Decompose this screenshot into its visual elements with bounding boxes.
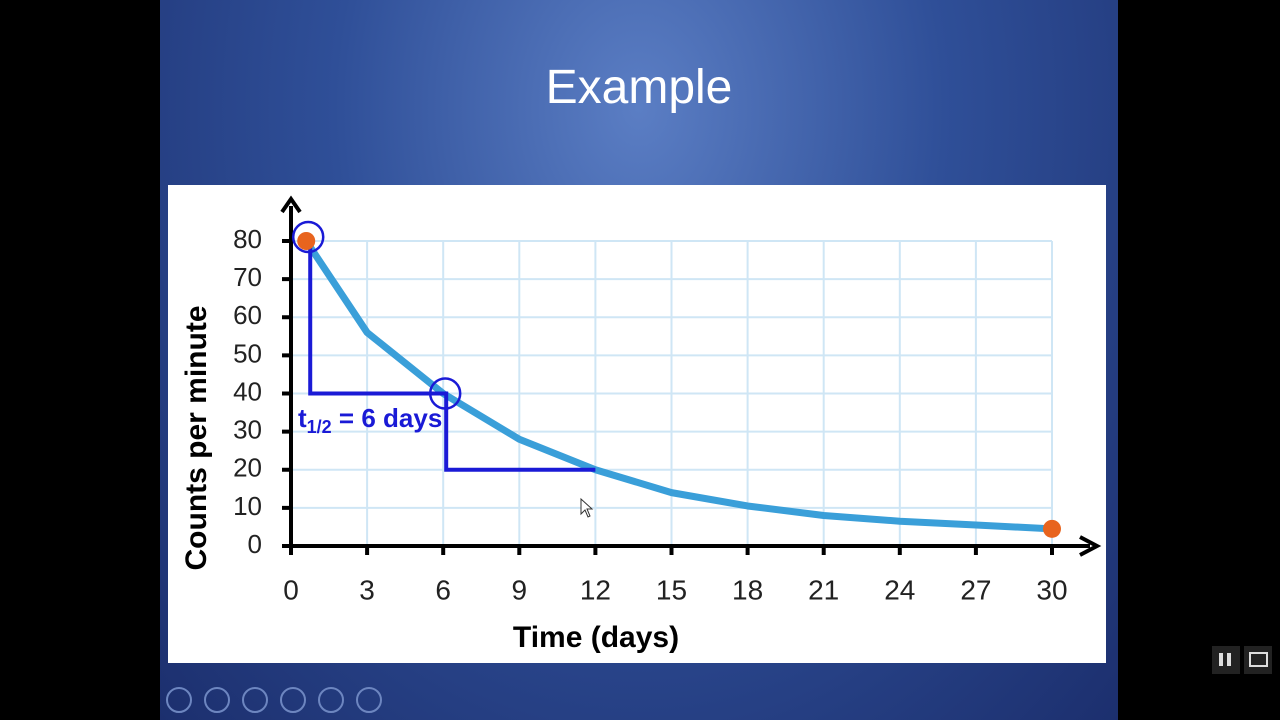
x-tick-label: 27 <box>960 574 991 605</box>
x-tick-label: 12 <box>580 574 611 605</box>
half-life-label: t1/2 = 6 days <box>298 403 442 437</box>
prev-button[interactable] <box>166 687 192 713</box>
y-tick-label: 40 <box>233 376 262 406</box>
view-controls <box>1212 646 1272 674</box>
pause-icon <box>1227 653 1231 666</box>
x-tick-label: 24 <box>884 574 915 605</box>
presenter-icon <box>1249 652 1268 667</box>
x-axis-label: Time (days) <box>513 621 679 654</box>
point-marker <box>297 232 316 250</box>
slide-title: Example <box>545 61 733 114</box>
y-tick-label: 50 <box>233 338 262 368</box>
y-tick-label: 70 <box>233 262 262 292</box>
half-life-sub: 1/2 <box>307 417 332 437</box>
x-tick-label: 9 <box>512 574 528 605</box>
next-button[interactable] <box>204 687 230 713</box>
x-tick-label: 30 <box>1036 574 1067 605</box>
x-tick-label: 15 <box>656 574 687 605</box>
pause-button[interactable] <box>1212 646 1240 674</box>
data-line <box>303 239 1053 533</box>
y-tick-label: 20 <box>233 453 262 483</box>
highlight-circle <box>291 220 325 254</box>
pause-icon <box>1219 653 1223 666</box>
toolbar <box>166 687 382 713</box>
highlight-circle <box>428 377 462 410</box>
y-tick-label: 80 <box>233 224 262 254</box>
half-life-base: t <box>298 403 307 433</box>
zoom-button[interactable] <box>318 687 344 713</box>
slides-button[interactable] <box>280 687 306 713</box>
x-tick-label: 18 <box>732 574 763 605</box>
y-tick-label: 60 <box>233 300 262 330</box>
pen-button[interactable] <box>242 687 268 713</box>
y-tick-label: 30 <box>233 415 262 445</box>
point-marker <box>1043 519 1061 538</box>
x-tick-label: 6 <box>435 574 451 605</box>
x-tick-label: 21 <box>808 574 839 605</box>
x-tick-label: 3 <box>359 574 375 605</box>
y-tick-label: 0 <box>248 529 262 559</box>
y-axis-arrow <box>280 195 302 214</box>
mouse-cursor <box>580 497 594 518</box>
y-tick-label: 10 <box>233 491 262 521</box>
y-axis-label: Counts per minute <box>180 305 213 570</box>
half-life-rest: = 6 days <box>332 403 443 433</box>
x-tick-label: 0 <box>283 574 299 605</box>
half-life-steps <box>308 241 596 472</box>
x-axis-arrow <box>1079 535 1102 557</box>
more-button[interactable] <box>356 687 382 713</box>
